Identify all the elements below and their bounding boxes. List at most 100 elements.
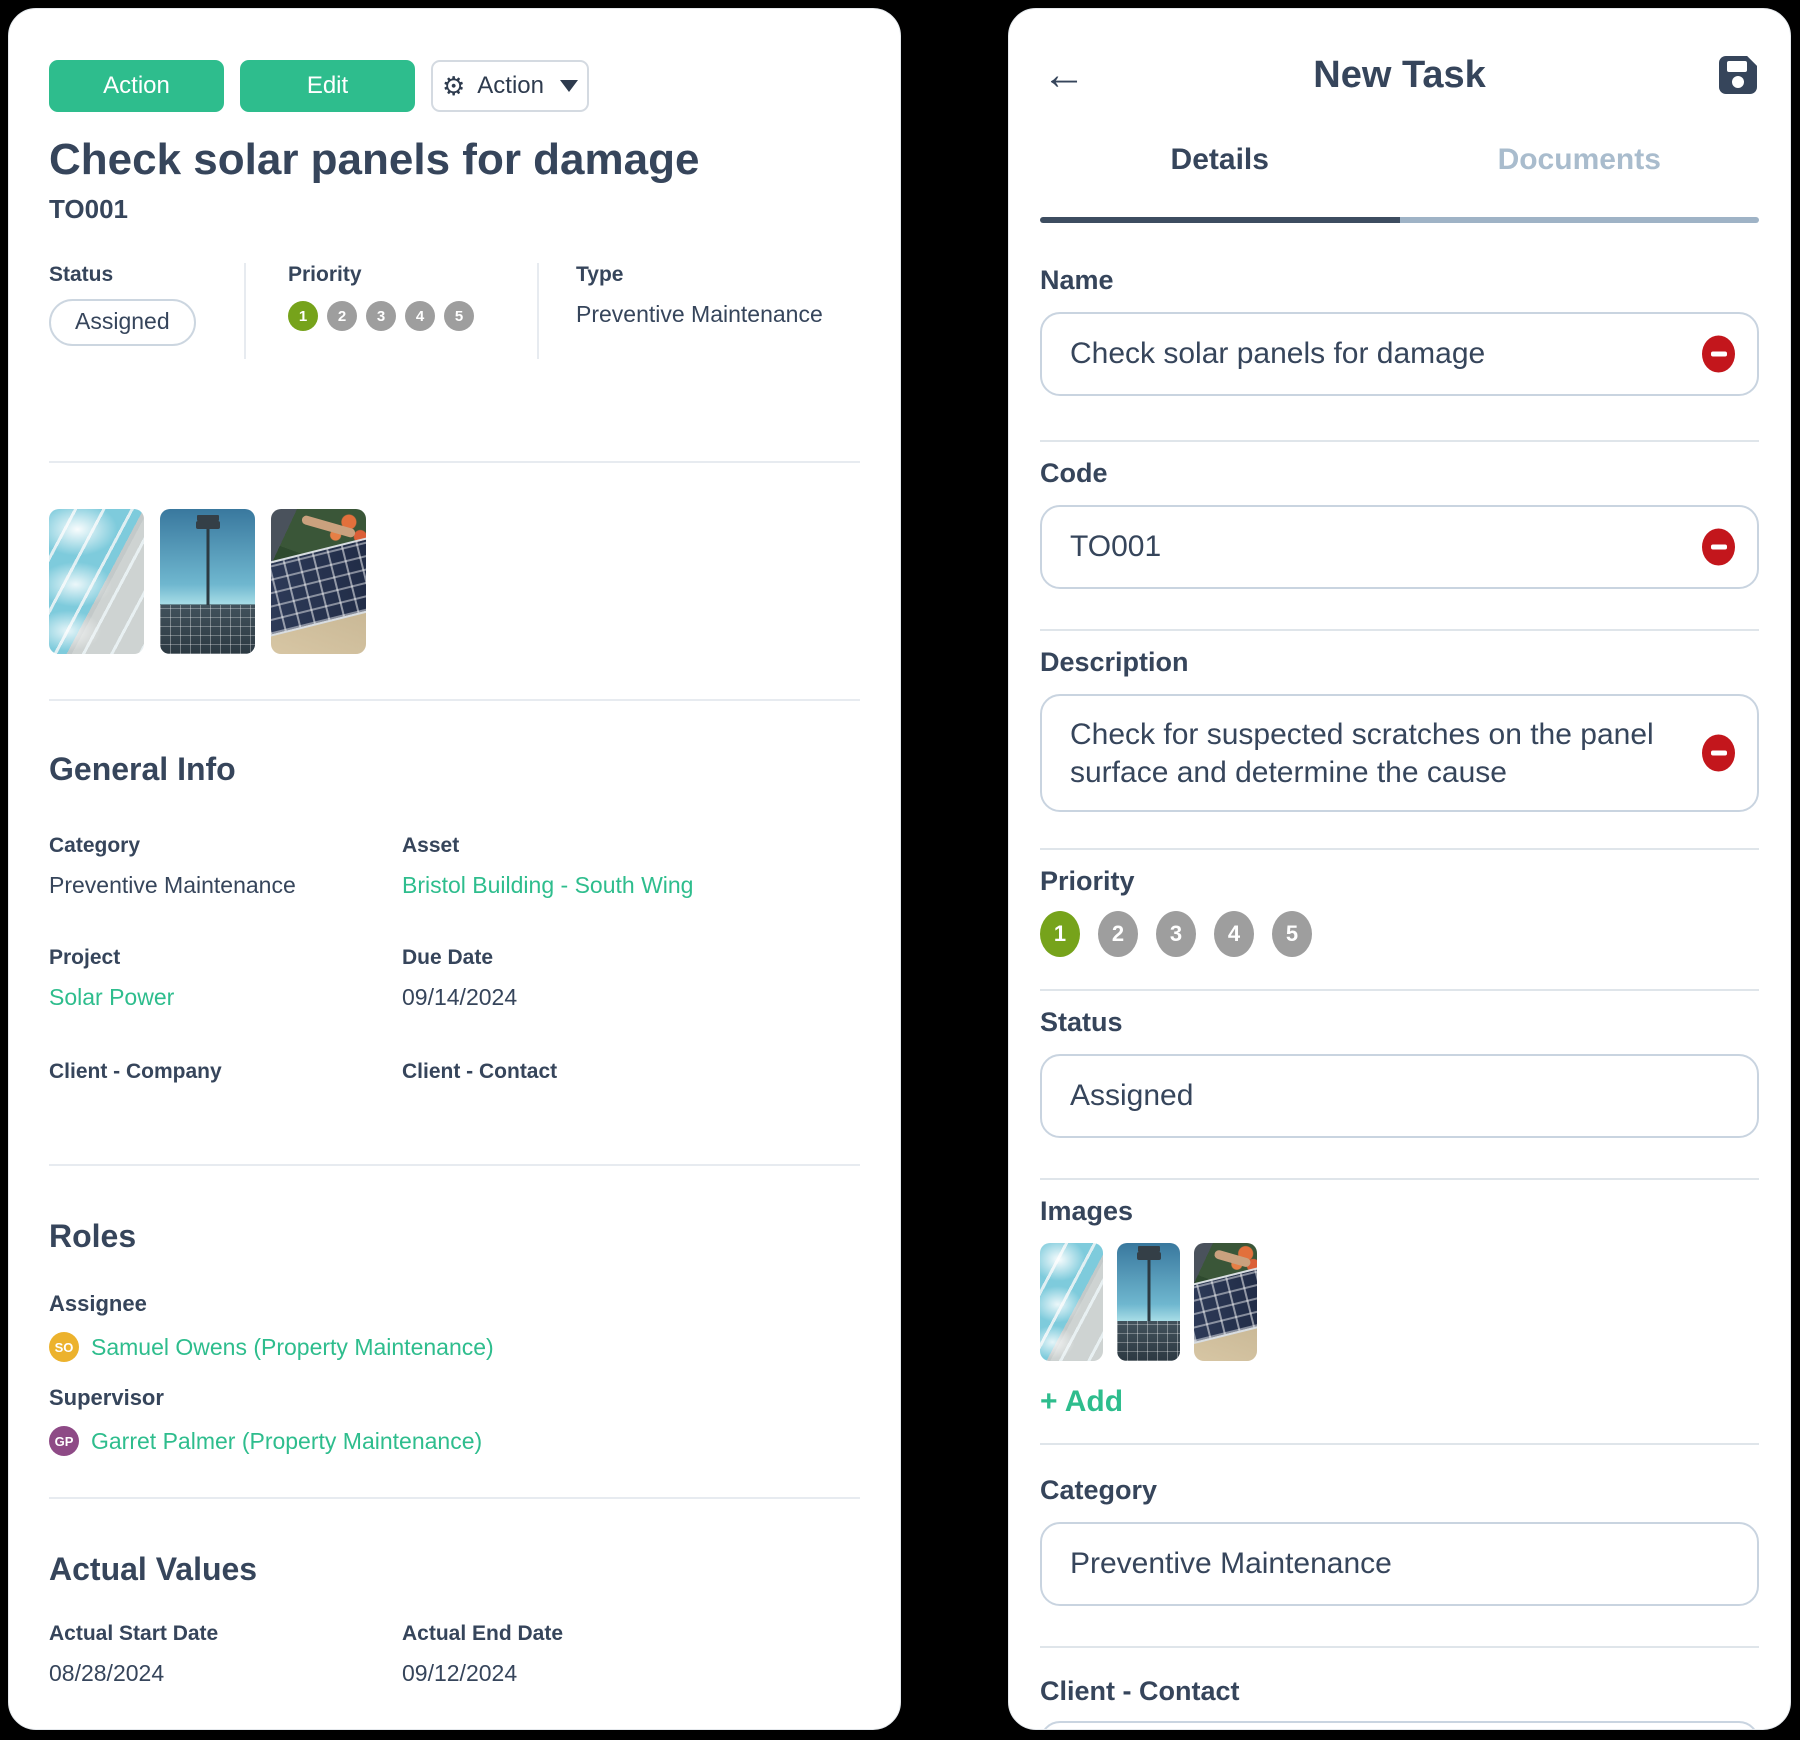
category-input[interactable]: Preventive Maintenance xyxy=(1040,1522,1759,1606)
summary-row: Status Assigned Priority 1 2 3 4 5 Type … xyxy=(49,263,860,359)
toolbar: Action Edit ⚙ Action xyxy=(49,60,860,112)
divider xyxy=(1040,989,1759,991)
new-task-panel: ← New Task Details Documents Name Check … xyxy=(1008,8,1791,1730)
priority-dots: 1 2 3 4 5 xyxy=(288,301,537,331)
summary-type: Type Preventive Maintenance xyxy=(537,263,860,359)
priority-dot-2[interactable]: 2 xyxy=(327,301,357,331)
status-label: Status xyxy=(1040,1007,1123,1037)
add-image-button[interactable]: + Add xyxy=(1040,1385,1124,1418)
divider xyxy=(1040,848,1759,850)
priority-dot-3[interactable]: 3 xyxy=(1156,911,1196,957)
actual-start-field: Actual Start Date 08/28/2024 xyxy=(49,1622,402,1690)
client-company-field: Client - Company xyxy=(49,1060,402,1128)
code-input[interactable]: TO001 xyxy=(1040,505,1759,589)
supervisor-link[interactable]: Garret Palmer (Property Maintenance) xyxy=(91,1427,483,1454)
form-title: New Task xyxy=(1313,53,1486,96)
summary-status: Status Assigned xyxy=(49,263,244,359)
description-input-value: Check for suspected scratches on the pan… xyxy=(1070,718,1654,789)
divider xyxy=(49,1164,860,1166)
page-title: Check solar panels for damage xyxy=(49,135,700,184)
category-label: Category xyxy=(49,834,141,857)
asset-link[interactable]: Bristol Building - South Wing xyxy=(402,872,694,898)
name-input[interactable]: Check solar panels for damage xyxy=(1040,312,1759,396)
description-label: Description xyxy=(1040,647,1189,677)
priority-dot-4[interactable]: 4 xyxy=(1214,911,1254,957)
supervisor-label: Supervisor xyxy=(49,1385,164,1410)
status-input[interactable]: Assigned xyxy=(1040,1054,1759,1138)
priority-dots: 1 2 3 4 5 xyxy=(1040,911,1759,957)
pole-graphic xyxy=(206,524,209,607)
status-badge: Assigned xyxy=(49,299,196,346)
project-link[interactable]: Solar Power xyxy=(49,984,175,1010)
actual-start-label: Actual Start Date xyxy=(49,1622,219,1645)
category-value: Preventive Maintenance xyxy=(49,872,296,898)
priority-dot-5[interactable]: 5 xyxy=(1272,911,1312,957)
panel-graphic xyxy=(271,535,366,637)
panel-grid-graphic xyxy=(1117,1320,1180,1361)
general-info-row-2: Project Solar Power Due Date 09/14/2024 xyxy=(49,946,860,1014)
back-arrow-icon[interactable]: ← xyxy=(1042,50,1086,99)
form-image-gallery xyxy=(1040,1243,1759,1361)
panel-grid-graphic xyxy=(160,604,255,654)
divider xyxy=(49,1497,860,1499)
remove-icon[interactable] xyxy=(1702,734,1735,772)
priority-dot-4[interactable]: 4 xyxy=(405,301,435,331)
priority-dot-5[interactable]: 5 xyxy=(444,301,474,331)
form-image-worker-panel[interactable] xyxy=(1194,1243,1257,1361)
action-menu-button[interactable]: ⚙ Action xyxy=(431,60,589,112)
assignee-person: SO Samuel Owens (Property Maintenance) xyxy=(49,1329,860,1365)
remove-icon[interactable] xyxy=(1702,528,1735,566)
caret-down-icon xyxy=(560,80,578,92)
tab-indicator-inactive xyxy=(1399,217,1759,223)
asset-label: Asset xyxy=(402,834,460,857)
description-input[interactable]: Check for suspected scratches on the pan… xyxy=(1040,694,1759,812)
form-image-solar-facade[interactable] xyxy=(1040,1243,1103,1361)
tab-indicator xyxy=(1040,217,1759,223)
assignee-link[interactable]: Samuel Owens (Property Maintenance) xyxy=(91,1333,494,1360)
action-button[interactable]: Action xyxy=(49,60,224,112)
due-date-field: Due Date 09/14/2024 xyxy=(402,946,860,1014)
priority-dot-2[interactable]: 2 xyxy=(1098,911,1138,957)
asset-field: Asset Bristol Building - South Wing xyxy=(402,834,860,902)
form-header: ← New Task xyxy=(1040,50,1759,99)
task-image-light-mast[interactable] xyxy=(160,509,255,654)
pole-graphic xyxy=(1147,1255,1150,1323)
divider xyxy=(1040,440,1759,442)
priority-dot-1[interactable]: 1 xyxy=(1040,911,1080,957)
priority-dot-3[interactable]: 3 xyxy=(366,301,396,331)
client-contact-label: Client - Contact xyxy=(1040,1676,1240,1706)
arm-graphic xyxy=(301,514,357,539)
action-menu-label: Action xyxy=(477,72,544,99)
type-label: Type xyxy=(576,263,624,286)
code-label: Code xyxy=(1040,458,1108,488)
client-contact-input[interactable] xyxy=(1040,1721,1759,1729)
general-info-row-3: Client - Company Client - Contact xyxy=(49,1060,860,1128)
status-label: Status xyxy=(49,263,114,286)
divider xyxy=(1040,629,1759,631)
category-field: Category Preventive Maintenance xyxy=(49,834,402,902)
due-date-value: 09/14/2024 xyxy=(402,984,518,1010)
remove-icon[interactable] xyxy=(1702,335,1735,373)
task-code: TO001 xyxy=(49,194,129,224)
priority-label: Priority xyxy=(1040,866,1135,896)
tab-documents[interactable]: Documents xyxy=(1497,143,1661,176)
client-contact-field: Client - Contact xyxy=(402,1060,860,1128)
task-image-solar-facade[interactable] xyxy=(49,509,144,654)
client-contact-label: Client - Contact xyxy=(402,1060,558,1083)
category-label: Category xyxy=(1040,1475,1158,1505)
edit-button[interactable]: Edit xyxy=(240,60,415,112)
actual-end-label: Actual End Date xyxy=(402,1622,564,1645)
form-image-light-mast[interactable] xyxy=(1117,1243,1180,1361)
summary-priority: Priority 1 2 3 4 5 xyxy=(244,263,537,359)
due-date-label: Due Date xyxy=(402,946,494,969)
arm-graphic xyxy=(1213,1248,1252,1268)
tab-details[interactable]: Details xyxy=(1170,143,1269,176)
code-input-value: TO001 xyxy=(1070,530,1162,563)
lights-graphic xyxy=(195,520,220,529)
priority-dot-1[interactable]: 1 xyxy=(288,301,318,331)
save-icon[interactable] xyxy=(1719,56,1757,94)
actual-end-field: Actual End Date 09/12/2024 xyxy=(402,1622,860,1690)
actual-start-value: 08/28/2024 xyxy=(49,1660,165,1686)
task-image-worker-panel[interactable] xyxy=(271,509,366,654)
name-input-value: Check solar panels for damage xyxy=(1070,337,1486,370)
